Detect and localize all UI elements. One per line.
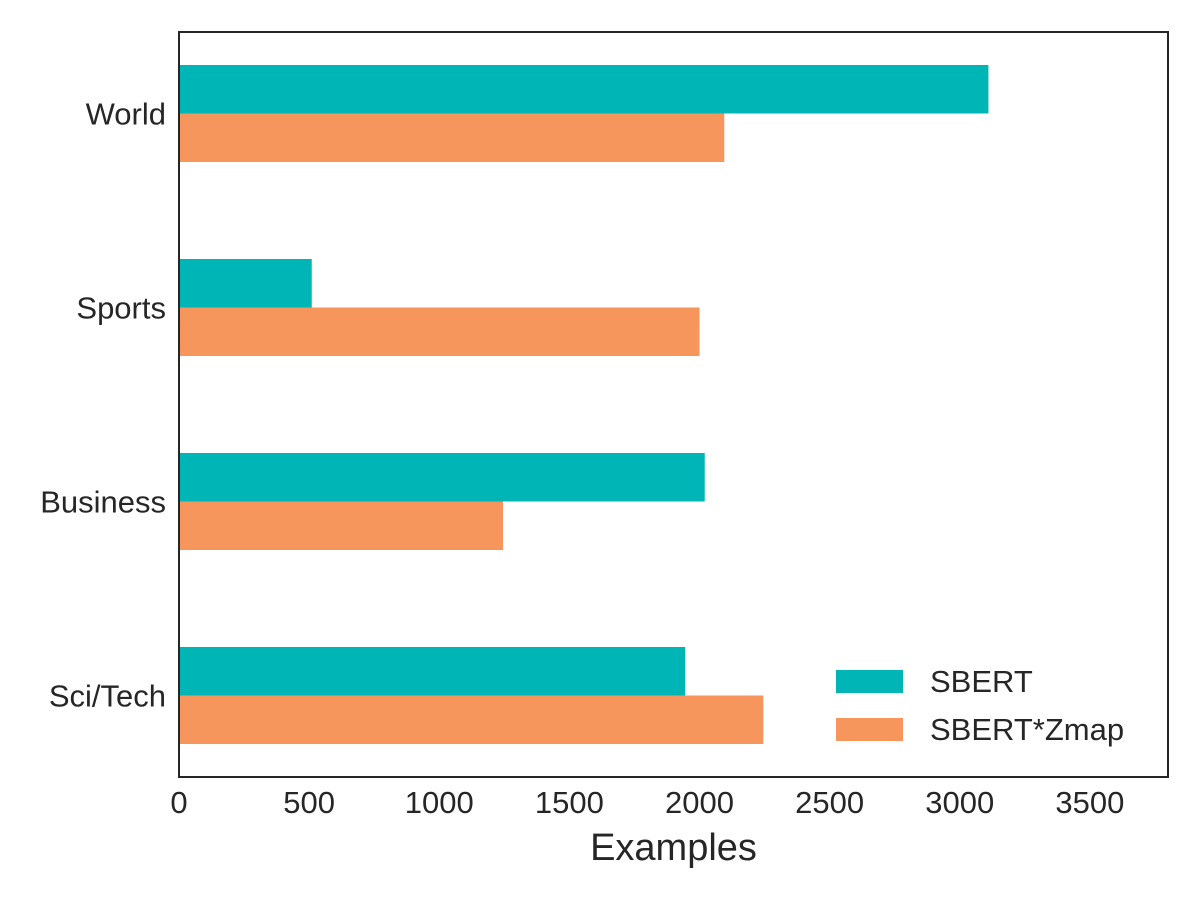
x-tick-label: 3500: [1055, 785, 1124, 820]
bar-sbert-sci-tech: [179, 647, 686, 696]
bar-sbert-sports: [179, 259, 312, 308]
bar-sbert-zmap-sports: [179, 307, 700, 356]
x-tick-label: 1500: [535, 785, 604, 820]
bar-sbert-business: [179, 453, 705, 502]
legend: SBERT SBERT*Zmap: [836, 664, 1124, 747]
y-tick-label: World: [86, 97, 166, 132]
y-tick-label: Business: [40, 485, 166, 520]
legend-label: SBERT*Zmap: [930, 712, 1124, 747]
x-axis-label: Examples: [590, 827, 757, 869]
bars-group: [179, 65, 989, 744]
x-tick-label: 1000: [405, 785, 474, 820]
x-tick-label: 0: [170, 785, 187, 820]
legend-swatch: [836, 670, 903, 693]
y-tick-labels: World Sports Business Sci/Tech: [40, 97, 166, 714]
y-tick-label: Sci/Tech: [49, 679, 166, 714]
bar-sbert-zmap-world: [179, 113, 725, 162]
plot-frame: [178, 31, 1169, 778]
bar-sbert-zmap-sci-tech: [179, 695, 764, 744]
bar-sbert-world: [179, 65, 989, 114]
y-tick-label: Sports: [76, 291, 166, 326]
x-tick-label: 3000: [925, 785, 994, 820]
legend-swatch: [836, 718, 903, 741]
x-tick-labels: 0 500 1000 1500 2000 2500 3000 3500: [170, 785, 1124, 820]
x-tick-label: 2500: [795, 785, 864, 820]
bar-sbert-zmap-business: [179, 501, 504, 550]
legend-label: SBERT: [930, 664, 1033, 699]
x-tick-label: 500: [283, 785, 335, 820]
x-tick-label: 2000: [665, 785, 734, 820]
